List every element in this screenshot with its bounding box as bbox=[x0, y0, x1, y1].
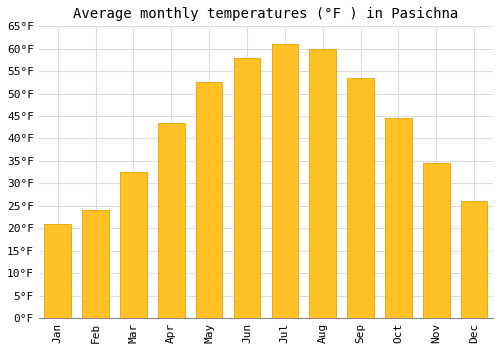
Bar bbox=[82, 210, 109, 318]
Bar bbox=[310, 49, 336, 318]
Bar bbox=[461, 201, 487, 318]
Bar bbox=[120, 172, 146, 318]
Bar bbox=[234, 58, 260, 318]
Bar bbox=[158, 123, 184, 318]
Bar bbox=[44, 224, 71, 318]
Bar bbox=[385, 118, 411, 318]
Bar bbox=[196, 82, 222, 318]
Bar bbox=[348, 78, 374, 318]
Bar bbox=[272, 44, 298, 318]
Title: Average monthly temperatures (°F ) in Pasichna: Average monthly temperatures (°F ) in Pa… bbox=[74, 7, 458, 21]
Bar bbox=[423, 163, 450, 318]
